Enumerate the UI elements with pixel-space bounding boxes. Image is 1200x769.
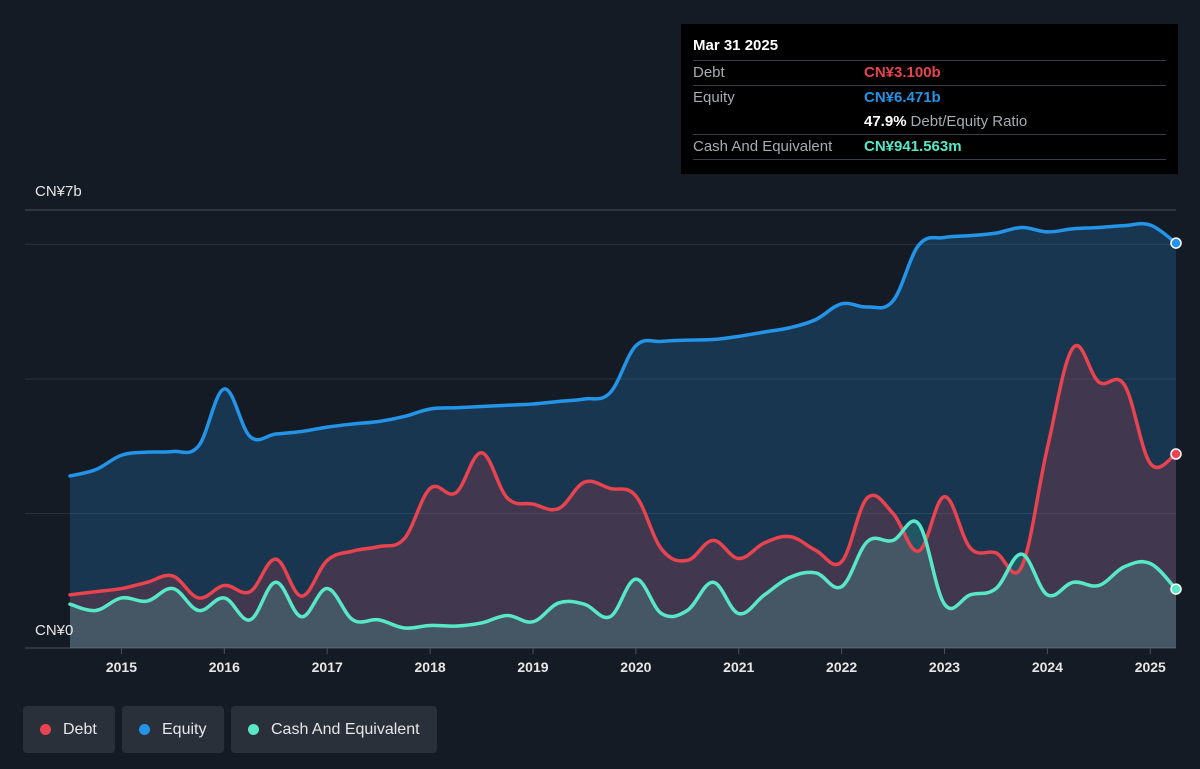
equity-end-point xyxy=(1170,237,1182,249)
equity-line xyxy=(68,221,1178,478)
cash-area xyxy=(70,521,1176,648)
x-tick-label: 2025 xyxy=(1135,659,1166,675)
x-tick-label: 2021 xyxy=(723,659,754,675)
legend-cash-label: Cash And Equivalent xyxy=(271,720,420,738)
tooltip-equity-label: Equity xyxy=(693,89,735,106)
x-tick-label: 2015 xyxy=(106,659,137,675)
legend: Debt Equity Cash And Equivalent xyxy=(23,706,437,753)
debt-end-point xyxy=(1170,448,1182,460)
y-tick-top: CN¥7b xyxy=(35,183,82,200)
series-areas xyxy=(70,223,1176,648)
x-tick-label: 2024 xyxy=(1032,659,1063,675)
cash-end-point xyxy=(1170,583,1182,595)
x-axis: 2015 2016 2017 2018 2019 2020 2021 2022 2023 2024… xyxy=(106,648,1166,675)
tooltip-cash-value: CN¥941.563m xyxy=(864,138,962,155)
legend-item-equity[interactable]: Equity xyxy=(122,706,224,753)
tooltip-equity-value: CN¥6.471b xyxy=(864,89,941,106)
gridlines xyxy=(25,209,1176,649)
debt-line xyxy=(68,343,1178,600)
x-tick-label: 2022 xyxy=(826,659,857,675)
x-tick-label: 2016 xyxy=(209,659,240,675)
tooltip-date: Mar 31 2025 xyxy=(693,37,779,54)
tooltip-ratio-value: 47.9% xyxy=(864,113,907,130)
x-tick-label: 2018 xyxy=(415,659,446,675)
end-markers xyxy=(1170,237,1182,595)
legend-equity-label: Equity xyxy=(162,720,207,738)
x-tick-label: 2023 xyxy=(929,659,960,675)
x-tick-label: 2020 xyxy=(620,659,651,675)
y-tick-bottom: CN¥0 xyxy=(35,622,74,639)
legend-debt-dot-icon xyxy=(40,724,51,735)
legend-cash-dot-icon xyxy=(248,724,259,735)
tooltip-ratio-label: Debt/Equity Ratio xyxy=(910,113,1028,130)
tooltip-cash-label: Cash And Equivalent xyxy=(693,138,833,155)
data-tooltip: Mar 31 2025 Debt CN¥3.100b Equity CN¥6.4… xyxy=(681,24,1178,174)
series-lines xyxy=(68,221,1178,630)
legend-item-cash[interactable]: Cash And Equivalent xyxy=(231,706,437,753)
tooltip-debt-label: Debt xyxy=(693,64,725,81)
cash-line xyxy=(68,519,1178,630)
debt-area xyxy=(70,345,1176,648)
legend-item-debt[interactable]: Debt xyxy=(23,706,115,753)
tooltip-debt-value: CN¥3.100b xyxy=(864,64,941,81)
x-tick-label: 2017 xyxy=(312,659,343,675)
legend-equity-dot-icon xyxy=(139,724,150,735)
x-tick-label: 2019 xyxy=(517,659,548,675)
legend-debt-label: Debt xyxy=(63,720,97,738)
equity-area xyxy=(70,223,1176,648)
